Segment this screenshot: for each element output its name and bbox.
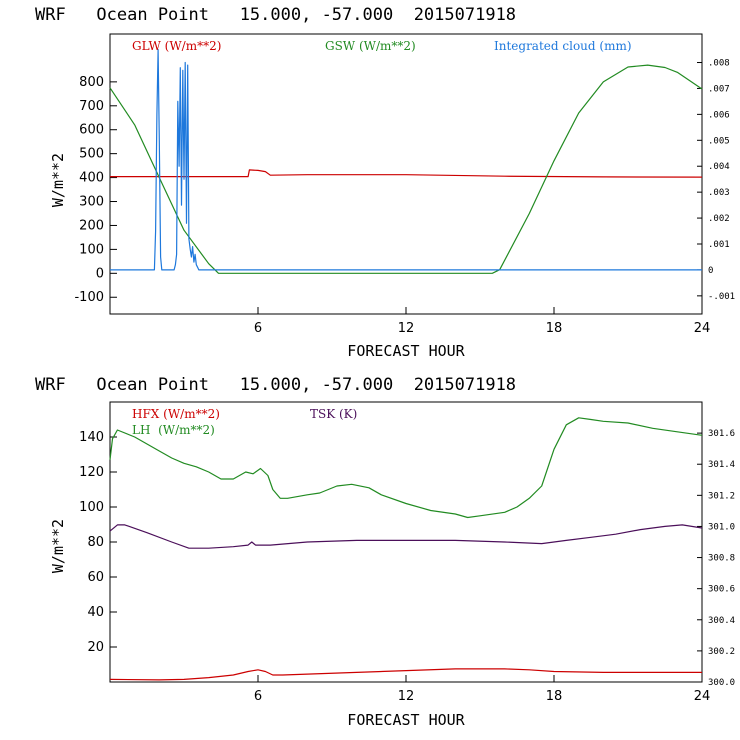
y-tick-label: 400 <box>79 171 104 186</box>
right-tick-label: -.001 <box>708 292 735 302</box>
y-tick-label: 500 <box>79 147 104 162</box>
right-tick-label: 301.0 <box>708 522 735 532</box>
right-tick-label: .001 <box>708 240 730 250</box>
legend-lh: LH (W/m**2) <box>132 423 215 437</box>
right-tick-label: 300.8 <box>708 554 735 564</box>
right-tick-label: .007 <box>708 84 730 94</box>
y-tick-label: 300 <box>79 195 104 210</box>
y-tick-label: 700 <box>79 99 104 114</box>
panel-2-title: WRF Ocean Point 15.000, -57.000 20150719… <box>35 375 516 395</box>
right-tick-label: 300.6 <box>708 585 735 595</box>
y-tick-label: 80 <box>87 535 104 550</box>
panel-1-series <box>109 48 703 274</box>
y-tick-label: 800 <box>79 75 104 90</box>
y-tick-label: 0 <box>96 266 104 281</box>
panel-2: WRF Ocean Point 15.000, -57.000 20150719… <box>35 375 735 729</box>
panel-2-series <box>109 417 703 681</box>
panel-1-y-axis-label: W/m**2 <box>49 153 67 207</box>
y-tick-label: -100 <box>74 290 104 305</box>
y-tick-label: 60 <box>87 570 104 585</box>
panel-2-y-ticks: 20 40 60 80 100 120 140 <box>79 430 117 655</box>
panel-2-x-ticks: 6 12 18 24 <box>254 675 710 704</box>
panel-1-x-axis-label: FORECAST HOUR <box>347 342 465 360</box>
x-tick-label: 6 <box>254 321 262 336</box>
series-line-tsk <box>109 524 703 549</box>
x-tick-label: 24 <box>694 321 711 336</box>
y-tick-label: 100 <box>79 500 104 515</box>
x-tick-label: 18 <box>546 321 563 336</box>
panel-1: WRF Ocean Point 15.000, -57.000 20150719… <box>35 5 735 360</box>
right-tick-label: 300.0 <box>708 678 735 688</box>
x-tick-label: 12 <box>398 689 415 704</box>
y-tick-label: 20 <box>87 640 104 655</box>
panel-2-x-axis-label: FORECAST HOUR <box>347 711 465 729</box>
panel-2-right-ticks: 300.0 300.2 300.4 300.6 300.8 301.0 301.2 301.4… <box>697 429 735 688</box>
panel-2-y-axis-label: W/m**2 <box>49 519 67 573</box>
panel-1-x-ticks: 6 12 18 24 <box>254 307 710 336</box>
panel-2-plot-frame <box>109 401 703 683</box>
right-tick-label: .006 <box>708 110 730 120</box>
right-tick-label: 301.2 <box>708 491 735 501</box>
x-tick-label: 12 <box>398 321 415 336</box>
series-line-glw <box>110 169 703 178</box>
series-line-hfx <box>109 668 702 681</box>
y-tick-label: 120 <box>79 465 104 480</box>
series-line-lh <box>109 417 703 519</box>
panel-1-title: WRF Ocean Point 15.000, -57.000 20150719… <box>35 5 516 25</box>
right-tick-label: .005 <box>708 136 730 146</box>
x-tick-label: 6 <box>254 689 262 704</box>
x-tick-label: 18 <box>546 689 563 704</box>
legend-gsw: GSW (W/m**2) <box>325 39 416 53</box>
right-tick-label: 301.6 <box>708 429 735 439</box>
panel-1-y-ticks: -100 0 100 200 300 400 500 600 700 800 <box>74 75 117 305</box>
x-tick-label: 24 <box>694 689 711 704</box>
right-tick-label: .002 <box>708 214 730 224</box>
y-tick-label: 200 <box>79 218 104 233</box>
right-tick-label: .008 <box>708 59 730 69</box>
right-tick-label: 0 <box>708 266 713 276</box>
panel-1-right-ticks: -.001 0 .001 .002 .003 .004 .005 .006 .007 .008 <box>697 59 735 302</box>
right-tick-label: 300.4 <box>708 616 735 626</box>
legend-glw: GLW (W/m**2) <box>132 39 221 53</box>
right-tick-label: .004 <box>708 162 730 172</box>
right-tick-label: 300.2 <box>708 647 735 657</box>
right-tick-label: 301.4 <box>708 460 735 470</box>
right-tick-label: .003 <box>708 188 730 198</box>
y-tick-label: 100 <box>79 242 104 257</box>
series-line-integrated <box>110 48 702 271</box>
y-tick-label: 140 <box>79 430 104 445</box>
series-line-gsw <box>109 64 703 274</box>
y-tick-label: 40 <box>87 605 104 620</box>
legend-tsk: TSK (K) <box>310 407 357 421</box>
y-tick-label: 600 <box>79 123 104 138</box>
legend-integrated-cloud: Integrated cloud (mm) <box>494 39 632 53</box>
legend-hfx: HFX (W/m**2) <box>132 407 220 421</box>
